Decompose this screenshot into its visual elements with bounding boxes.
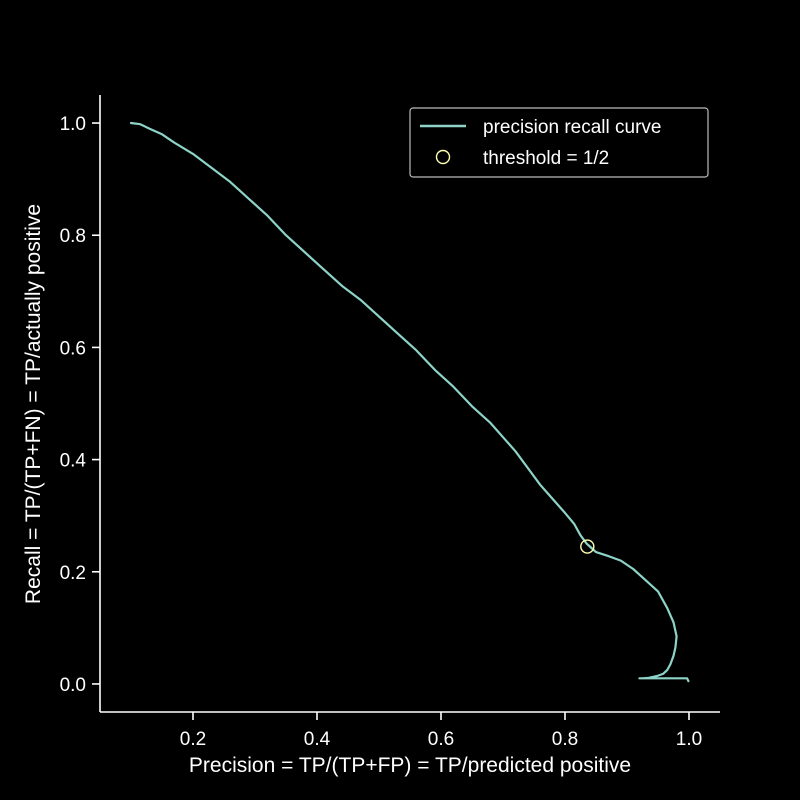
y-tick-label: 0.4 (60, 451, 87, 472)
x-tick-label: 1.0 (676, 729, 702, 750)
y-tick-label: 0.6 (60, 338, 86, 359)
threshold-marker (580, 539, 595, 554)
x-tick-label: 0.6 (428, 729, 454, 750)
legend-marker-swatch (435, 149, 451, 165)
x-tick-label: 0.2 (180, 729, 206, 750)
x-ticks: 0.2 0.4 0.6 0.8 1.0 (180, 712, 702, 750)
legend-frame (409, 107, 709, 178)
x-axis-title: Precision = TP/(TP+FP) = TP/predicted po… (189, 754, 631, 777)
legend-label-threshold: threshold = 1/2 (483, 148, 609, 169)
y-tick-label: 0.0 (60, 675, 86, 696)
y-tick-label: 1.0 (60, 114, 86, 135)
legend: precision recall curve threshold = 1/2 (409, 107, 709, 178)
precision-recall-curve-line (129, 121, 690, 683)
legend-label-curve: precision recall curve (483, 117, 661, 138)
axes (99, 95, 720, 713)
y-axis-title: Recall = TP/(TP+FN) = TP/actually positi… (22, 204, 45, 604)
y-tick-label: 0.8 (60, 226, 86, 247)
y-tick-label: 0.2 (60, 563, 86, 584)
y-ticks: 0.0 0.2 0.4 0.6 0.8 1.0 (60, 114, 100, 696)
x-tick-label: 0.8 (552, 729, 578, 750)
x-tick-label: 0.4 (304, 729, 331, 750)
